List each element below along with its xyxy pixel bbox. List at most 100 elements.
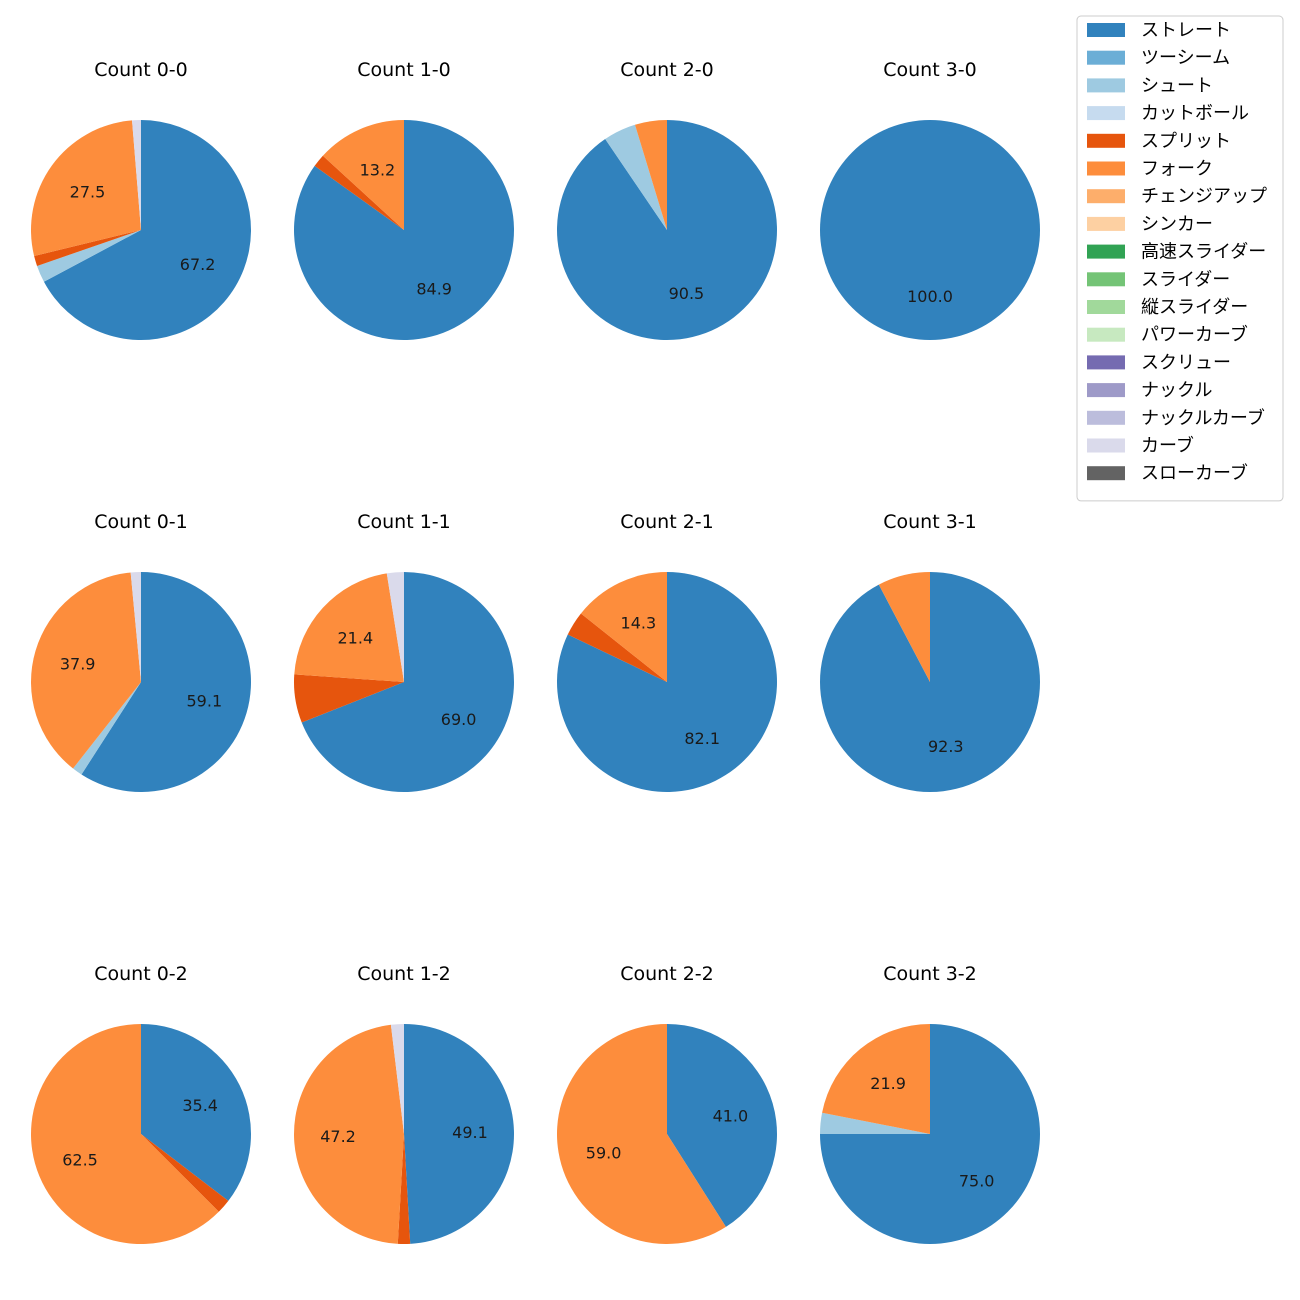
pie-slice bbox=[30, 1024, 219, 1244]
pie-count-0-2: Count 0-2 35.4 62.5 bbox=[30, 963, 251, 1244]
legend-item: スクリュー bbox=[1087, 352, 1231, 373]
pie-slice bbox=[820, 1112, 930, 1134]
pie-title: Count 3-1 bbox=[883, 511, 977, 533]
pie-slice bbox=[822, 1024, 930, 1134]
pie-count-0-1: Count 0-1 59.1 37.9 bbox=[30, 511, 252, 793]
legend-label: ナックル bbox=[1141, 380, 1212, 401]
slice-label: 92.3 bbox=[928, 737, 964, 756]
legend-swatch bbox=[1087, 50, 1125, 65]
legend-swatch bbox=[1087, 106, 1125, 121]
pie-title: Count 2-0 bbox=[620, 59, 714, 81]
slice-label: 27.5 bbox=[70, 182, 106, 201]
slice-label: 49.1 bbox=[452, 1123, 488, 1142]
pie-slice bbox=[878, 572, 930, 682]
legend-swatch bbox=[1087, 133, 1125, 148]
pie-slice bbox=[667, 1024, 777, 1227]
pie-slice bbox=[322, 120, 404, 230]
legend-label: スクリュー bbox=[1141, 352, 1231, 373]
legend-swatch bbox=[1087, 466, 1125, 481]
pie-slice bbox=[556, 1024, 726, 1244]
legend-swatch bbox=[1087, 244, 1125, 259]
slice-label: 90.5 bbox=[669, 284, 705, 303]
slice-label: 100.0 bbox=[907, 287, 953, 306]
pie-title: Count 1-2 bbox=[357, 963, 451, 985]
pie-count-2-1: Count 2-1 82.1 14.3 bbox=[557, 511, 777, 792]
pie-title: Count 0-2 bbox=[94, 963, 188, 985]
pie-slice bbox=[294, 674, 404, 723]
slice-label: 67.2 bbox=[180, 255, 216, 274]
legend-item: フォーク bbox=[1087, 159, 1213, 180]
pie-slice bbox=[820, 572, 1041, 792]
pie-slice bbox=[820, 120, 1040, 340]
legend-item: 高速スライダー bbox=[1087, 242, 1266, 263]
pie-slice bbox=[81, 572, 252, 793]
pie-slice bbox=[73, 682, 141, 775]
legend-item: スプリット bbox=[1087, 131, 1231, 152]
pie-slice bbox=[37, 230, 141, 282]
legend-label: ツーシーム bbox=[1141, 48, 1230, 69]
pie-slice bbox=[132, 120, 141, 230]
legend-swatch bbox=[1087, 189, 1125, 204]
pie-title: Count 0-0 bbox=[94, 59, 188, 81]
slice-label: 47.2 bbox=[320, 1127, 356, 1146]
pie-slice bbox=[30, 120, 141, 257]
pie-title: Count 2-2 bbox=[620, 963, 714, 985]
pie-count-2-0: Count 2-0 90.5 bbox=[557, 59, 777, 340]
legend-swatch bbox=[1087, 216, 1125, 231]
slice-label: 82.1 bbox=[684, 729, 720, 748]
legend-label: スライダー bbox=[1141, 269, 1230, 290]
slice-label: 69.0 bbox=[441, 710, 477, 729]
slice-label: 21.4 bbox=[338, 628, 374, 647]
pie-slice bbox=[30, 572, 141, 769]
pie-slice bbox=[294, 573, 404, 682]
legend-item: 縦スライダー bbox=[1087, 297, 1248, 318]
legend-label: ナックルカーブ bbox=[1141, 407, 1265, 429]
pie-count-1-0: Count 1-0 84.9 13.2 bbox=[294, 59, 514, 340]
slice-label: 37.9 bbox=[60, 654, 96, 673]
pie-title: Count 1-1 bbox=[357, 511, 451, 533]
slice-label: 13.2 bbox=[360, 161, 396, 180]
legend-item: ナックルカーブ bbox=[1087, 407, 1265, 429]
slice-label: 59.0 bbox=[586, 1143, 622, 1162]
slice-label: 41.0 bbox=[713, 1107, 749, 1126]
legend-item: スローカーブ bbox=[1087, 462, 1248, 484]
slice-label: 84.9 bbox=[416, 280, 452, 299]
pie-count-1-2: Count 1-2 49.1 47.2 bbox=[294, 963, 515, 1244]
pie-count-0-0: Count 0-0 67.2 27.5 bbox=[30, 59, 252, 340]
pie-slice bbox=[294, 120, 514, 340]
legend-item: スライダー bbox=[1087, 269, 1230, 290]
pie-count-3-1: Count 3-1 92.3 bbox=[820, 511, 1041, 792]
legend-label: カットボール bbox=[1141, 103, 1249, 124]
legend-frame bbox=[1076, 15, 1284, 502]
slice-label: 62.5 bbox=[62, 1150, 98, 1169]
legend-item: ナックル bbox=[1087, 380, 1212, 401]
legend-label: フォーク bbox=[1141, 159, 1213, 180]
slice-label: 59.1 bbox=[187, 692, 223, 711]
pie-slice bbox=[386, 572, 404, 682]
pie-slice bbox=[397, 1134, 411, 1244]
legend-item: パワーカーブ bbox=[1087, 324, 1248, 346]
legend-item: シンカー bbox=[1087, 214, 1213, 235]
pie-slice bbox=[130, 572, 141, 682]
slice-label: 35.4 bbox=[182, 1096, 218, 1115]
legend-item: カーブ bbox=[1087, 435, 1194, 457]
pie-slice bbox=[294, 1024, 404, 1244]
legend-swatch bbox=[1087, 327, 1125, 342]
legend-label: シンカー bbox=[1141, 214, 1213, 235]
legend-label: ストレート bbox=[1141, 20, 1231, 41]
pie-title: Count 0-1 bbox=[94, 511, 188, 533]
pie-title: Count 1-0 bbox=[357, 59, 451, 81]
pie-slice bbox=[301, 572, 514, 792]
legend-item: ツーシーム bbox=[1087, 48, 1230, 69]
legend-swatch bbox=[1087, 383, 1125, 398]
slice-label: 75.0 bbox=[959, 1172, 995, 1191]
legend-swatch bbox=[1087, 23, 1125, 37]
legend-swatch bbox=[1087, 272, 1125, 287]
pie-slice bbox=[43, 120, 252, 340]
legend-label: シュート bbox=[1141, 75, 1213, 96]
pie-slice bbox=[605, 124, 667, 230]
legend-swatch bbox=[1087, 438, 1125, 453]
pie-title: Count 3-2 bbox=[883, 963, 977, 985]
legend-item: ストレート bbox=[1087, 20, 1231, 41]
